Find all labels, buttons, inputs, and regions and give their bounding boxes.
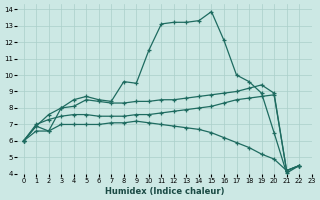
X-axis label: Humidex (Indice chaleur): Humidex (Indice chaleur): [105, 187, 224, 196]
